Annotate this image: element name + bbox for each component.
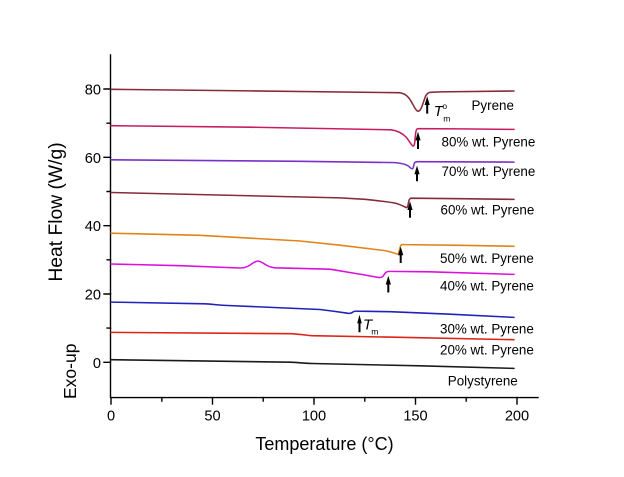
svg-text:m: m	[371, 327, 378, 337]
svg-text:80% wt. Pyrene: 80% wt. Pyrene	[442, 134, 536, 149]
svg-text:80: 80	[85, 83, 101, 99]
svg-text:60: 60	[85, 151, 101, 167]
svg-text:T: T	[363, 317, 374, 334]
svg-text:50% wt. Pyrene: 50% wt. Pyrene	[440, 251, 534, 266]
svg-text:o: o	[442, 101, 447, 111]
svg-text:60% wt. Pyrene: 60% wt. Pyrene	[441, 203, 535, 218]
svg-text:30% wt. Pyrene: 30% wt. Pyrene	[440, 321, 534, 336]
svg-text:150: 150	[403, 409, 427, 425]
svg-text:200: 200	[505, 409, 529, 425]
svg-text:Temperature (°C): Temperature (°C)	[255, 434, 393, 454]
svg-text:Heat Flow (W/g): Heat Flow (W/g)	[46, 142, 67, 281]
svg-text:50: 50	[204, 409, 220, 425]
svg-text:0: 0	[93, 356, 101, 372]
svg-text:20: 20	[85, 288, 101, 304]
svg-text:40% wt. Pyrene: 40% wt. Pyrene	[440, 278, 534, 293]
svg-text:20% wt. Pyrene: 20% wt. Pyrene	[440, 343, 534, 358]
svg-text:40: 40	[85, 219, 101, 235]
svg-text:m: m	[443, 113, 450, 123]
svg-text:Exo-up: Exo-up	[60, 344, 80, 399]
svg-text:100: 100	[302, 409, 326, 425]
svg-text:Polystyrene: Polystyrene	[448, 374, 518, 389]
svg-text:70% wt. Pyrene: 70% wt. Pyrene	[442, 164, 536, 179]
svg-text:Pyrene: Pyrene	[472, 98, 514, 113]
svg-text:T: T	[434, 103, 445, 120]
svg-text:0: 0	[107, 409, 115, 425]
